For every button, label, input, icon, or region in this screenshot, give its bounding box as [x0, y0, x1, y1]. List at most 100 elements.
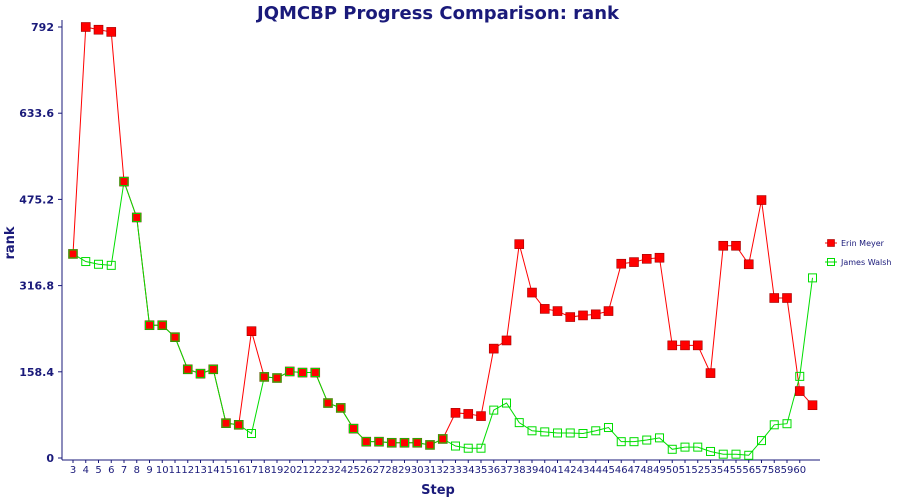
x-tick-label: 20	[283, 465, 296, 476]
data-point-0	[795, 387, 804, 396]
data-point-0	[349, 424, 358, 433]
data-point-0	[362, 437, 371, 446]
x-tick-label: 33	[449, 465, 462, 476]
data-point-0	[642, 254, 651, 263]
data-point-0	[744, 260, 753, 269]
x-tick-label: 27	[373, 465, 386, 476]
data-point-0	[770, 294, 779, 303]
data-point-0	[145, 321, 154, 330]
y-axis-ticks: 0 158.4 316.8 475.2 633.6 792	[19, 21, 62, 465]
data-point-0	[183, 365, 192, 374]
data-point-0	[668, 341, 677, 350]
data-point-0	[222, 419, 231, 428]
x-tick-label: 9	[146, 465, 152, 476]
y-tick-label: 0	[46, 452, 54, 465]
x-tick-label: 39	[526, 465, 539, 476]
data-point-0	[120, 177, 129, 186]
data-point-0	[413, 438, 422, 447]
legend-marker	[828, 240, 835, 247]
x-tick-label: 26	[360, 465, 373, 476]
x-tick-label: 52	[691, 465, 704, 476]
x-tick-label: 31	[424, 465, 437, 476]
data-point-0	[808, 401, 817, 410]
x-tick-label: 45	[602, 465, 615, 476]
x-tick-label: 60	[793, 465, 806, 476]
x-tick-label: 49	[653, 465, 666, 476]
data-point-0	[477, 412, 486, 421]
data-point-0	[234, 420, 243, 429]
chart-title: JQMCBP Progress Comparison: rank	[255, 3, 620, 24]
data-point-0	[171, 333, 180, 342]
legend-label: Erin Meyer	[841, 239, 885, 248]
x-tick-label: 24	[334, 465, 347, 476]
data-point-0	[693, 341, 702, 350]
x-tick-label: 59	[781, 465, 794, 476]
legend: Erin Meyer James Walsh	[825, 239, 891, 267]
x-tick-label: 37	[500, 465, 513, 476]
series-layer	[69, 23, 818, 460]
data-point-0	[81, 23, 90, 32]
x-axis-label: Step	[421, 483, 455, 498]
x-tick-label: 53	[704, 465, 717, 476]
data-point-0	[604, 307, 613, 316]
x-tick-label: 19	[271, 465, 284, 476]
x-tick-label: 3	[70, 465, 76, 476]
x-tick-label: 41	[551, 465, 564, 476]
x-tick-label: 54	[717, 465, 730, 476]
data-point-0	[324, 399, 333, 408]
data-point-0	[387, 438, 396, 447]
data-point-0	[247, 327, 256, 336]
x-tick-label: 58	[768, 465, 781, 476]
data-point-0	[719, 241, 728, 250]
y-tick-label: 158.4	[19, 366, 54, 379]
x-tick-label: 10	[156, 465, 169, 476]
data-point-0	[260, 372, 269, 381]
data-point-0	[757, 196, 766, 205]
data-point-0	[209, 365, 218, 374]
x-tick-label: 4	[83, 465, 89, 476]
data-point-0	[311, 368, 320, 377]
y-tick-label: 633.6	[19, 107, 54, 120]
data-point-0	[273, 374, 282, 383]
x-tick-label: 16	[232, 465, 245, 476]
data-point-0	[706, 369, 715, 378]
y-tick-label: 792	[31, 21, 54, 34]
y-tick-label: 316.8	[19, 280, 54, 293]
x-tick-label: 13	[194, 465, 207, 476]
data-point-0	[94, 25, 103, 34]
x-tick-label: 55	[730, 465, 743, 476]
data-point-0	[630, 258, 639, 267]
data-point-0	[591, 310, 600, 319]
x-tick-label: 14	[207, 465, 220, 476]
x-tick-label: 15	[220, 465, 233, 476]
x-tick-label: 28	[385, 465, 398, 476]
x-tick-label: 30	[411, 465, 424, 476]
data-point-0	[528, 288, 537, 297]
x-tick-label: 23	[322, 465, 335, 476]
x-tick-label: 6	[108, 465, 114, 476]
x-tick-label: 44	[589, 465, 602, 476]
x-tick-label: 56	[742, 465, 755, 476]
data-point-0	[579, 311, 588, 320]
x-tick-label: 32	[436, 465, 449, 476]
x-tick-label: 7	[121, 465, 127, 476]
data-point-0	[196, 369, 205, 378]
data-point-0	[158, 321, 167, 330]
data-point-0	[400, 438, 409, 447]
series-line-0	[73, 27, 813, 445]
x-tick-label: 29	[398, 465, 411, 476]
data-point-0	[681, 341, 690, 350]
data-point-0	[285, 367, 294, 376]
x-tick-label: 50	[666, 465, 679, 476]
x-tick-label: 51	[679, 465, 692, 476]
y-tick-label: 475.2	[19, 193, 54, 206]
x-tick-label: 17	[245, 465, 258, 476]
x-tick-label: 48	[640, 465, 653, 476]
data-point-0	[732, 241, 741, 250]
x-axis-ticks: 3 4 5 6 7 8 9 10 11 12 13 14 15 16 17 18 19 20 21 22 23 24 25 2…	[70, 460, 806, 476]
data-point-0	[540, 304, 549, 313]
data-point-0	[451, 408, 460, 417]
x-tick-label: 25	[347, 465, 360, 476]
